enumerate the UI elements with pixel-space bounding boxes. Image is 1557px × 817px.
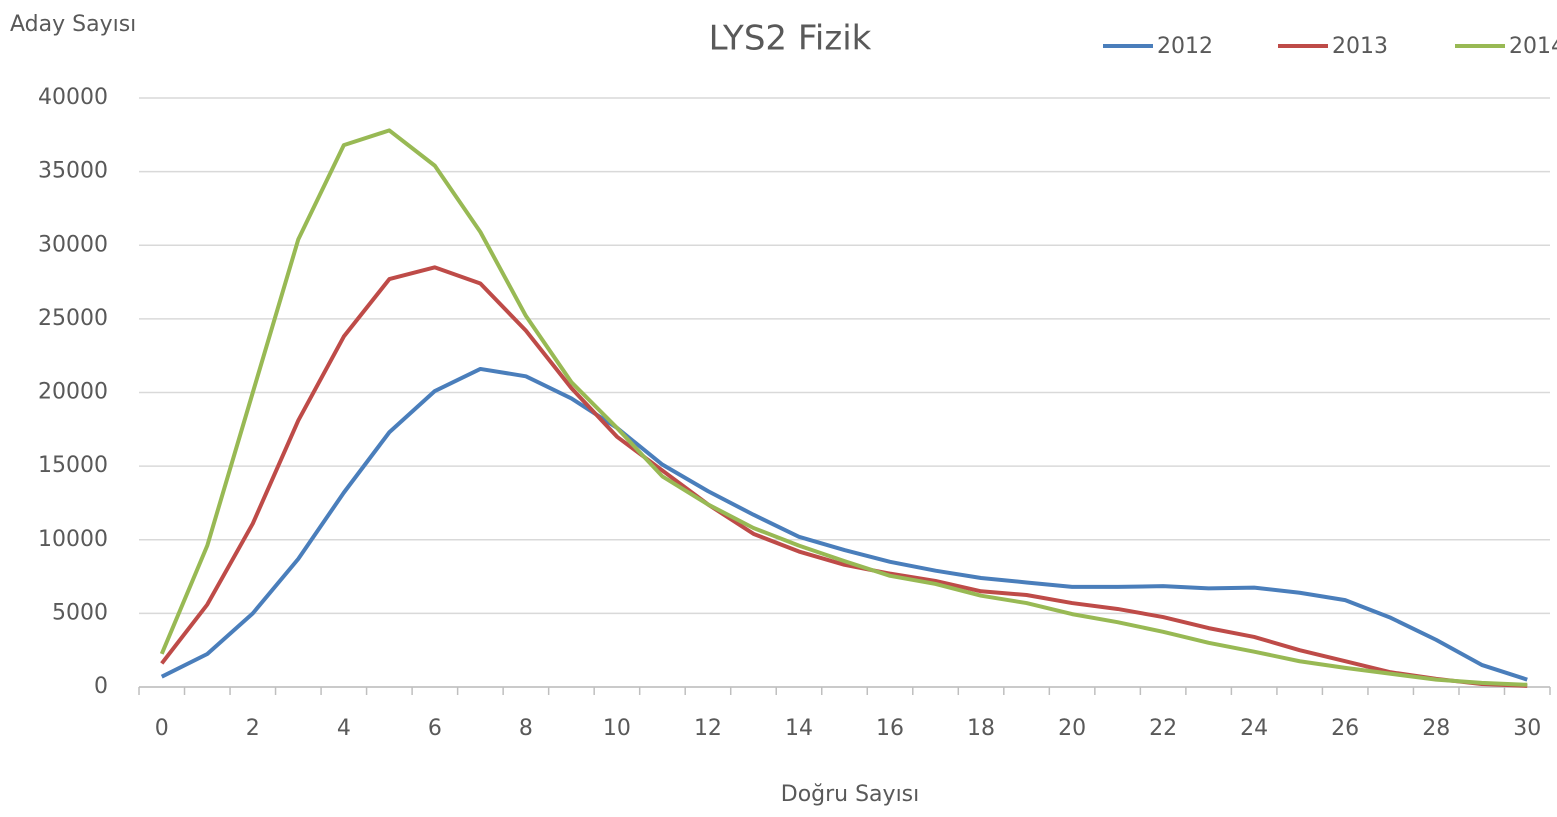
y-tick-label: 25000 (38, 306, 108, 331)
y-tick-label: 35000 (38, 159, 108, 184)
y-tick-label: 20000 (38, 380, 108, 405)
x-tick-label: 12 (694, 716, 722, 741)
chart-title: LYS2 Fizik (709, 19, 872, 59)
x-tick-label: 0 (155, 716, 169, 741)
y-tick-label: 10000 (38, 527, 108, 552)
y-tick-label: 0 (94, 674, 108, 699)
y-axis-label: Aday Sayısı (10, 12, 136, 37)
x-tick-label: 8 (519, 716, 533, 741)
line-series (160, 265, 1528, 688)
x-tick-label: 26 (1331, 716, 1359, 741)
x-tick-label: 2 (246, 716, 260, 741)
legend-label: 2013 (1332, 34, 1388, 59)
y-tick-label: 30000 (38, 232, 108, 257)
legend-label: 2012 (1157, 34, 1213, 59)
y-tick-label: 5000 (52, 600, 108, 625)
x-tick-label: 22 (1149, 716, 1177, 741)
y-tick-label: 40000 (38, 85, 108, 110)
x-tick-label: 28 (1422, 716, 1450, 741)
line-series (160, 366, 1528, 682)
x-tick-label: 6 (428, 716, 442, 741)
x-tick-label: 30 (1513, 716, 1541, 741)
line-series (159, 128, 1528, 687)
x-tick-label: 20 (1058, 716, 1086, 741)
y-tick-label: 15000 (38, 453, 108, 478)
x-tick-label: 10 (603, 716, 631, 741)
x-tick-label: 14 (785, 716, 813, 741)
x-axis-label: Doğru Sayısı (781, 782, 920, 807)
x-tick-label: 24 (1240, 716, 1268, 741)
x-tick-label: 16 (876, 716, 904, 741)
x-tick-label: 4 (337, 716, 351, 741)
x-tick-label: 18 (967, 716, 995, 741)
legend-label: 2014 (1509, 34, 1557, 59)
